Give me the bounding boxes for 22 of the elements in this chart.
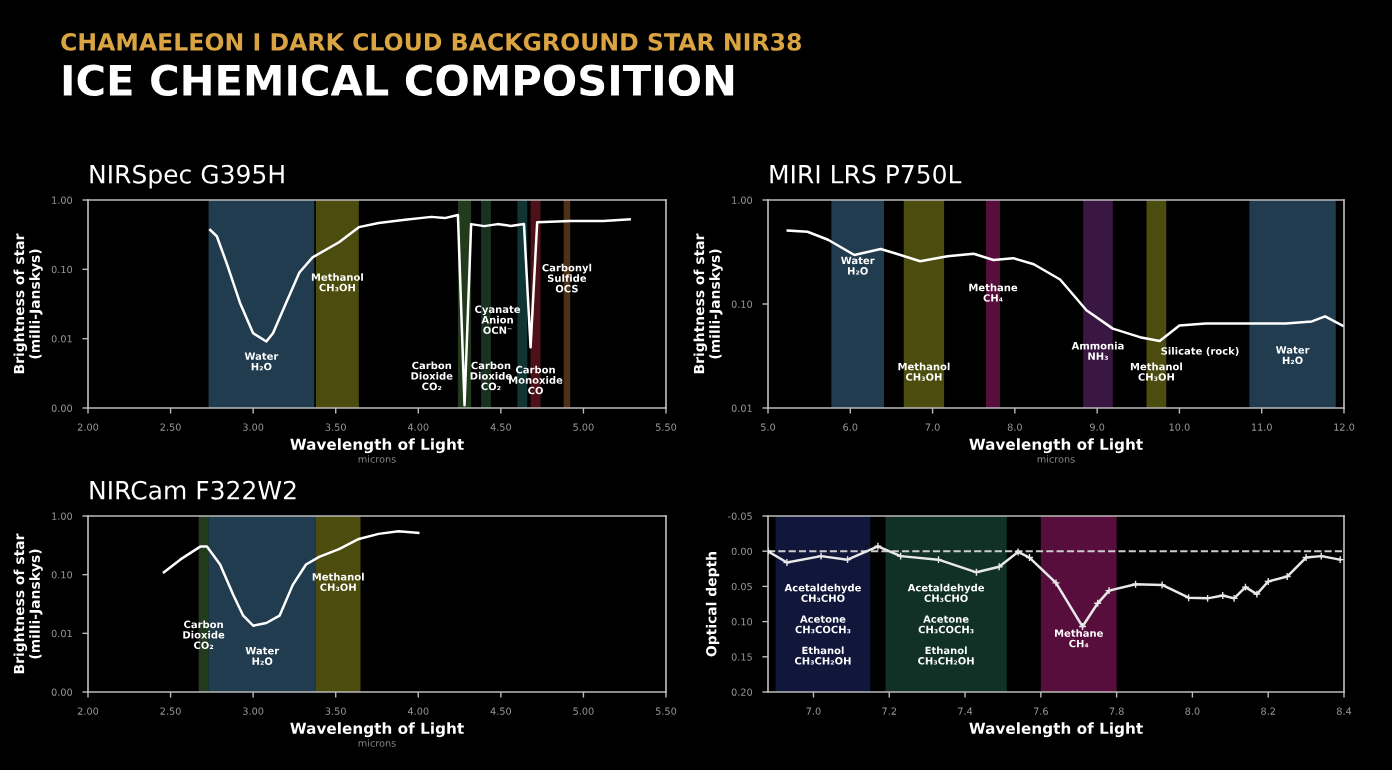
line-series	[786, 229, 1344, 343]
point	[1229, 594, 1239, 603]
point	[873, 542, 883, 551]
point	[816, 551, 826, 561]
text: CHAMAELEON I DARK CLOUD BACKGROUND STAR NIR38	[61, 32, 801, 51]
chart-title: NIRCam F322W2	[90, 480, 296, 500]
point	[1301, 553, 1311, 562]
point	[896, 551, 905, 561]
point	[1013, 547, 1023, 557]
point	[782, 558, 792, 567]
point	[1104, 586, 1114, 595]
chart-title: MIRI LRS P750L	[770, 164, 962, 184]
point	[1051, 578, 1061, 588]
point	[1317, 551, 1326, 561]
point	[1282, 572, 1292, 581]
line-series	[208, 213, 631, 407]
point	[1241, 582, 1250, 592]
chart-title: NIRSpec G395H	[90, 164, 284, 189]
line-series	[162, 530, 420, 627]
point	[1252, 589, 1262, 599]
point	[994, 562, 1004, 571]
text: ICE CHEMICAL COMPOSITION	[63, 64, 734, 97]
